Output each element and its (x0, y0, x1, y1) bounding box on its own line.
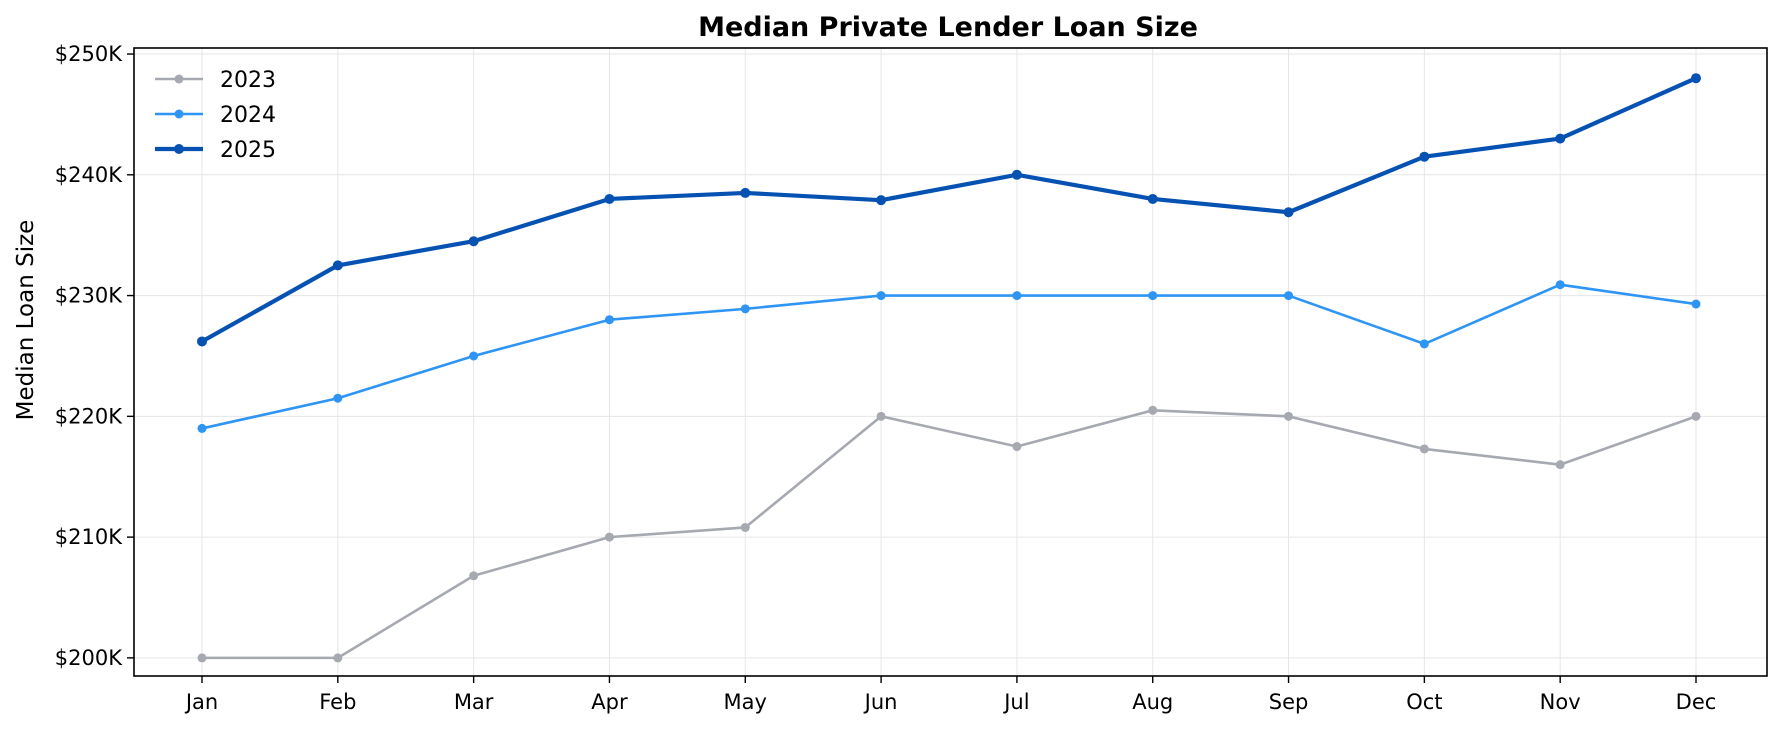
x-tick-label: Oct (1406, 690, 1442, 714)
data-point (1419, 339, 1429, 349)
x-tick-label: Dec (1676, 690, 1717, 714)
data-point (1555, 460, 1565, 470)
data-point (1419, 444, 1429, 454)
data-point (604, 532, 614, 542)
ticks-layer: Jan Feb Mar Apr May Jun Jul Aug Sep Oct Nov Dec $200… (55, 42, 1717, 714)
y-tick-label: $250K (55, 42, 123, 66)
data-point (876, 291, 886, 301)
legend-entry: 2025 (155, 138, 276, 163)
data-point (1555, 280, 1565, 290)
data-point (740, 522, 750, 532)
series-line (200, 283, 1698, 430)
x-tick-label: Jan (184, 690, 218, 714)
x-tick-label: Jun (863, 690, 898, 714)
data-point (197, 653, 207, 663)
legend-marker (174, 74, 184, 84)
y-tick-label: $220K (55, 404, 123, 428)
legend-marker (174, 144, 184, 154)
x-tick-label: Sep (1269, 690, 1309, 714)
data-point (333, 653, 343, 663)
data-point (876, 195, 887, 206)
data-point (1419, 151, 1430, 162)
x-tick-label: Nov (1540, 690, 1581, 714)
x-tick-label: Apr (591, 690, 628, 714)
series-layer (197, 73, 1701, 663)
data-point (1148, 291, 1158, 301)
plot-frame (133, 47, 1768, 677)
x-tick-label: Mar (454, 690, 494, 714)
data-point (1691, 73, 1701, 84)
data-point (1148, 405, 1158, 415)
data-point (333, 393, 343, 403)
data-point (469, 351, 479, 361)
data-point (1691, 411, 1701, 421)
y-axis-label: Median Loan Size (13, 220, 39, 421)
series-line (199, 76, 1699, 344)
data-point (1012, 442, 1022, 452)
y-tick-label: $240K (55, 163, 123, 187)
data-point (604, 193, 615, 204)
x-tick-label: Aug (1132, 690, 1173, 714)
legend-label: 2024 (220, 103, 276, 128)
legend-label: 2025 (220, 138, 276, 163)
data-point (1283, 207, 1294, 218)
data-point (1147, 193, 1158, 204)
y-tick-label: $200K (55, 646, 123, 670)
data-point (197, 423, 207, 433)
data-point (1012, 291, 1022, 301)
data-point (1284, 291, 1294, 301)
data-point (1691, 299, 1701, 309)
data-point (332, 260, 343, 271)
data-point (740, 187, 751, 198)
legend-entry: 2023 (155, 68, 276, 93)
x-tick-label: May (724, 690, 767, 714)
grid-layer (134, 48, 1767, 676)
data-point (1555, 133, 1566, 144)
series-line (200, 409, 1698, 660)
legend: 2023 2024 2025 (155, 68, 276, 163)
legend-marker (174, 109, 184, 119)
data-point (1284, 411, 1294, 421)
legend-label: 2023 (220, 68, 276, 93)
data-point (740, 304, 750, 314)
series-2025 (197, 73, 1701, 347)
series-2023 (197, 405, 1701, 663)
y-tick-label: $230K (55, 284, 123, 308)
data-point (1011, 169, 1022, 180)
x-tick-label: Jul (1002, 690, 1029, 714)
data-point (197, 336, 207, 347)
series-2024 (197, 280, 1701, 433)
data-point (469, 571, 479, 581)
data-point (468, 236, 479, 247)
data-point (604, 315, 614, 325)
chart-title: Median Private Lender Loan Size (698, 12, 1198, 43)
y-tick-label: $210K (55, 525, 123, 549)
x-tick-label: Feb (319, 690, 356, 714)
data-point (876, 411, 886, 421)
legend-entry: 2024 (155, 103, 276, 128)
